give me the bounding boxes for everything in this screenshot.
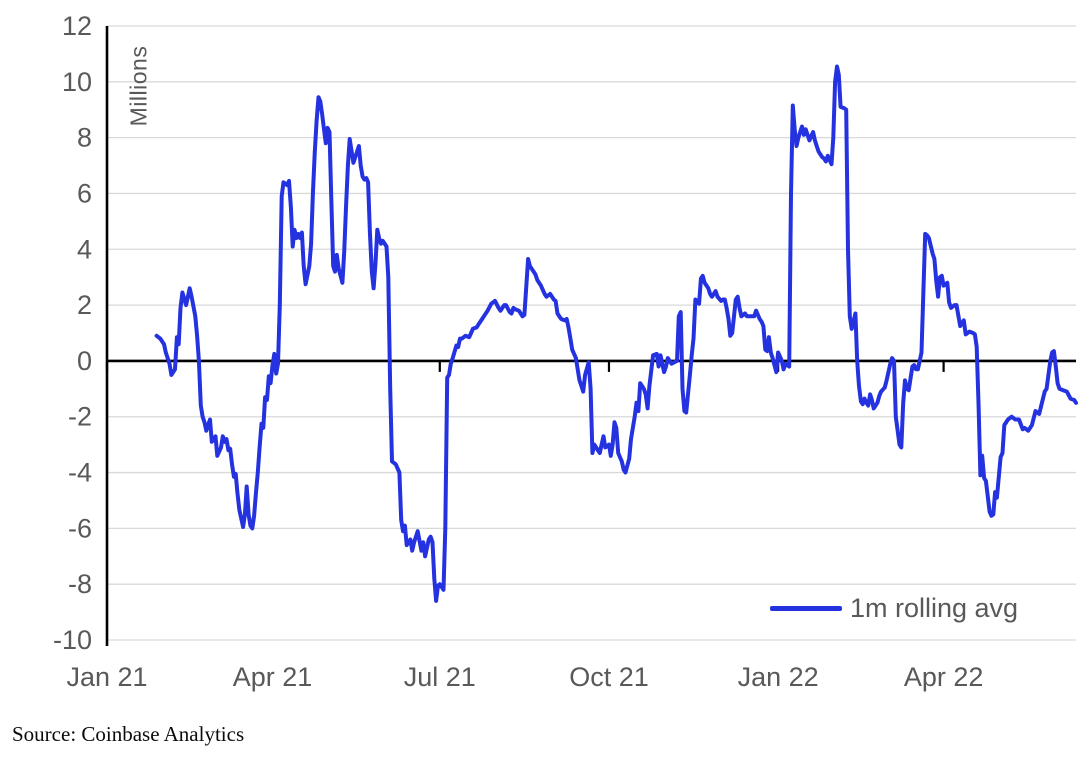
y-tick-label: 12 bbox=[62, 11, 92, 41]
y-axis-title: Millions bbox=[125, 45, 152, 127]
series-line-1m-rolling-avg bbox=[154, 64, 1078, 603]
y-tick-label: -10 bbox=[53, 625, 92, 655]
legend-line-sample bbox=[770, 606, 842, 611]
y-tick-label: -6 bbox=[68, 513, 92, 543]
y-tick-label: 4 bbox=[77, 234, 92, 264]
y-tick-label: 6 bbox=[77, 178, 92, 208]
source-text: Source: Coinbase Analytics bbox=[12, 722, 245, 746]
x-tick-label: Apr 21 bbox=[233, 662, 313, 692]
y-tick-label: 8 bbox=[77, 123, 92, 153]
y-tick-label: 2 bbox=[77, 290, 92, 320]
x-tick-label: Jul 21 bbox=[404, 662, 476, 692]
x-tick-label: Oct 21 bbox=[569, 662, 649, 692]
x-tick-label: Apr 22 bbox=[904, 662, 984, 692]
y-tick-label: -8 bbox=[68, 569, 92, 599]
legend-label: 1m rolling avg bbox=[850, 593, 1019, 623]
x-tick-label: Jan 21 bbox=[66, 662, 147, 692]
y-tick-label: 0 bbox=[77, 346, 92, 376]
y-tick-label: -2 bbox=[68, 402, 92, 432]
y-tick-label: -4 bbox=[68, 458, 92, 488]
x-tick-label: Jan 22 bbox=[738, 662, 819, 692]
legend: 1m rolling avg bbox=[770, 593, 1018, 624]
y-tick-label: 10 bbox=[62, 67, 92, 97]
